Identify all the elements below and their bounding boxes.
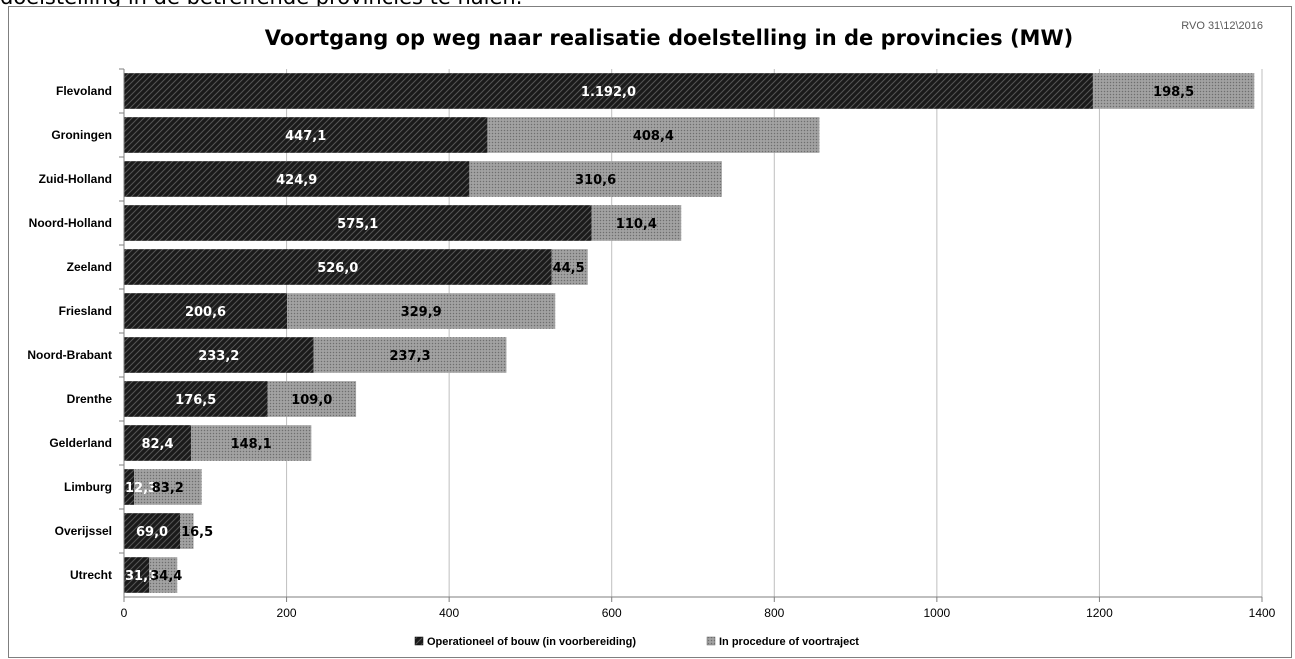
category-label-friesland: Friesland: [59, 304, 112, 318]
bar-operationeel-drenthe: [124, 381, 268, 417]
category-label-overijssel: Overijssel: [55, 524, 112, 538]
chart-frame: Voortgang op weg naar realisatie doelste…: [8, 6, 1292, 658]
labels-layer: 1.192,0 198,5 447,1 408,4 424,9 310,6 575,1 110…: [125, 85, 1194, 584]
bar-procedure-gelderland: [190, 425, 312, 461]
source-note: RVO 31\12\2016: [1181, 20, 1263, 32]
bar-procedure-friesland: [287, 293, 556, 329]
legend-label-operationeel: Operationeel of bouw (in voorbereiding): [427, 636, 636, 648]
bar-procedure-zuid-holland: [469, 161, 722, 197]
category-label-groningen: Groningen: [51, 128, 112, 142]
header-text-fragment: doelstelling in de betreffende provincie…: [0, 0, 1295, 9]
value-label-procedure-flevoland: 198,5: [1153, 85, 1194, 100]
axis-layer: 0 200 400 600 800 1000 1200 1400 Flevoland Gronin…: [27, 68, 1276, 620]
legend-swatch-operationeel: [414, 636, 424, 646]
value-label-procedure-noord-brabant: 237,3: [389, 349, 430, 364]
value-label-procedure-groningen: 408,4: [633, 129, 674, 144]
value-label-operationeel-overijssel: 69,0: [136, 525, 168, 540]
bar-procedure-limburg: [133, 469, 202, 505]
bar-operationeel-utrecht: [124, 557, 150, 593]
legend-swatch-procedure: [706, 636, 716, 646]
bar-operationeel-zuid-holland: [124, 161, 470, 197]
category-label-limburg: Limburg: [64, 480, 112, 494]
bar-operationeel-noord-holland: [124, 205, 592, 241]
category-label-zuid-holland: Zuid-Holland: [39, 172, 112, 186]
category-label-drenthe: Drenthe: [67, 392, 113, 406]
bar-operationeel-groningen: [124, 117, 488, 153]
bar-operationeel-overijssel: [124, 513, 181, 549]
bar-procedure-zeeland: [551, 249, 588, 285]
value-label-procedure-drenthe: 109,0: [291, 393, 332, 408]
value-label-procedure-noord-holland: 110,4: [616, 217, 657, 232]
value-label-operationeel-utrecht: 31,1: [125, 569, 157, 584]
value-label-operationeel-drenthe: 176,5: [175, 393, 216, 408]
value-label-operationeel-gelderland: 82,4: [141, 437, 173, 452]
bar-operationeel-zeeland: [124, 249, 552, 285]
value-label-procedure-friesland: 329,9: [401, 305, 442, 320]
tick-label-x-400: 400: [439, 606, 459, 620]
bar-procedure-drenthe: [267, 381, 357, 417]
chart-svg: Voortgang op weg naar realisatie doelste…: [27, 20, 1276, 648]
value-label-operationeel-zeeland: 526,0: [317, 261, 358, 276]
tick-label-x-0: 0: [121, 606, 128, 620]
bar-procedure-utrecht: [149, 557, 178, 593]
bar-procedure-groningen: [487, 117, 820, 153]
value-label-procedure-overijssel: 16,5: [181, 525, 213, 540]
value-label-procedure-zuid-holland: 310,6: [575, 173, 616, 188]
chart-title: Voortgang op weg naar realisatie doelste…: [265, 26, 1073, 50]
category-label-noord-brabant: Noord-Brabant: [27, 348, 112, 362]
legend-label-procedure: In procedure of voortraject: [719, 636, 859, 648]
category-label-zeeland: Zeeland: [67, 260, 112, 274]
category-label-noord-holland: Noord-Holland: [29, 216, 112, 230]
value-label-procedure-gelderland: 148,1: [231, 437, 272, 452]
value-label-procedure-limburg: 83,2: [152, 481, 184, 496]
value-label-operationeel-friesland: 200,6: [185, 305, 226, 320]
bar-operationeel-flevoland: [124, 73, 1093, 109]
category-label-gelderland: Gelderland: [49, 436, 112, 450]
bar-procedure-flevoland: [1092, 73, 1255, 109]
value-label-operationeel-limburg: 12,3: [125, 481, 157, 496]
bar-operationeel-noord-brabant: [124, 337, 314, 373]
value-label-operationeel-flevoland: 1.192,0: [581, 85, 636, 100]
value-label-operationeel-noord-brabant: 233,2: [198, 349, 239, 364]
tick-label-x-1400: 1400: [1249, 606, 1276, 620]
bar-operationeel-friesland: [124, 293, 288, 329]
tick-label-x-800: 800: [764, 606, 784, 620]
tick-label-x-200: 200: [277, 606, 297, 620]
tick-label-x-600: 600: [602, 606, 622, 620]
tick-label-x-1200: 1200: [1086, 606, 1113, 620]
legend: Operationeel of bouw (in voorbereiding) …: [414, 636, 859, 648]
value-label-procedure-zeeland: 44,5: [553, 261, 585, 276]
category-label-flevoland: Flevoland: [56, 84, 112, 98]
bar-operationeel-limburg: [124, 469, 134, 505]
category-label-utrecht: Utrecht: [70, 568, 112, 582]
bar-procedure-noord-holland: [591, 205, 682, 241]
value-label-procedure-utrecht: 34,4: [150, 569, 182, 584]
bars-layer: [124, 73, 1255, 593]
bar-operationeel-gelderland: [124, 425, 191, 461]
grid-layer: [286, 69, 1263, 597]
value-label-operationeel-groningen: 447,1: [285, 129, 326, 144]
bar-procedure-overijssel: [180, 513, 194, 549]
value-label-operationeel-zuid-holland: 424,9: [276, 173, 317, 188]
bar-procedure-noord-brabant: [313, 337, 507, 373]
tick-label-x-1000: 1000: [924, 606, 951, 620]
value-label-operationeel-noord-holland: 575,1: [337, 217, 378, 232]
